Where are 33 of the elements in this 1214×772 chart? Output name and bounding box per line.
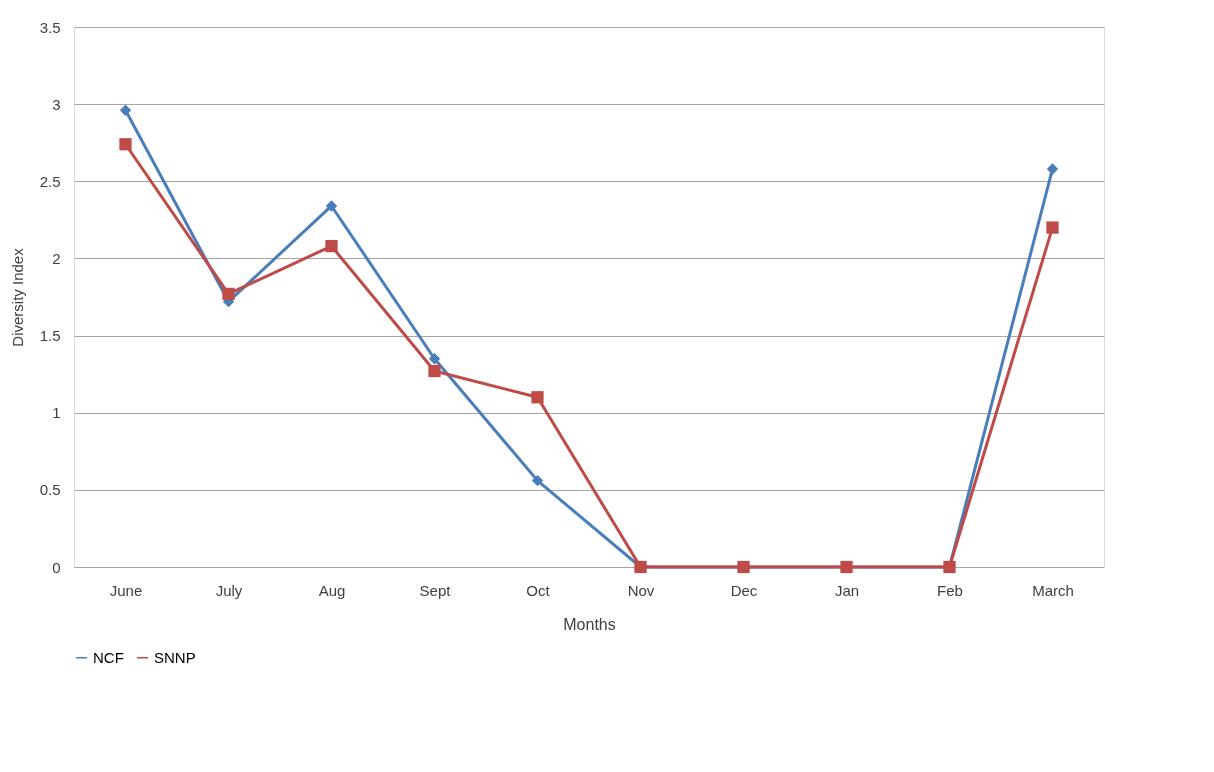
y-tick-label: 2 [52,249,61,267]
y-tick-label: 0.5 [39,481,61,499]
y-tick-label: 2.5 [39,172,61,190]
x-tick-label: June [109,581,143,599]
y-tick-label: 3 [52,95,61,113]
point [119,104,132,117]
x-tick-label: July [215,581,243,599]
point [531,391,544,404]
y-tick-label: 0 [52,558,61,576]
x-tick-label: Jan [834,581,860,599]
x-axis-title: Months [563,615,616,633]
legend-label: NCF [93,648,124,666]
x-tick-label: Aug [318,581,346,599]
x-tick-label: Dec [730,581,758,599]
x-tick-label: March [1032,581,1074,599]
point [531,474,544,487]
point [222,287,235,301]
point [1046,221,1059,234]
y-axis-title: Diversity Index [8,247,26,347]
point [1046,163,1059,175]
x-tick-label: Sept [419,581,452,599]
point [428,364,441,378]
x-tick-label: Nov [627,581,655,599]
y-tick-label: 1.5 [39,327,61,345]
x-tick-label: Oct [526,581,551,599]
y-tick-label: 1 [52,404,61,422]
point [428,353,441,365]
point [119,138,132,151]
point [325,239,338,253]
x-tick-label: Feb [937,581,963,599]
point [325,200,338,212]
y-tick-label: 3.5 [39,18,61,36]
legend-label: SNNP [154,648,196,666]
